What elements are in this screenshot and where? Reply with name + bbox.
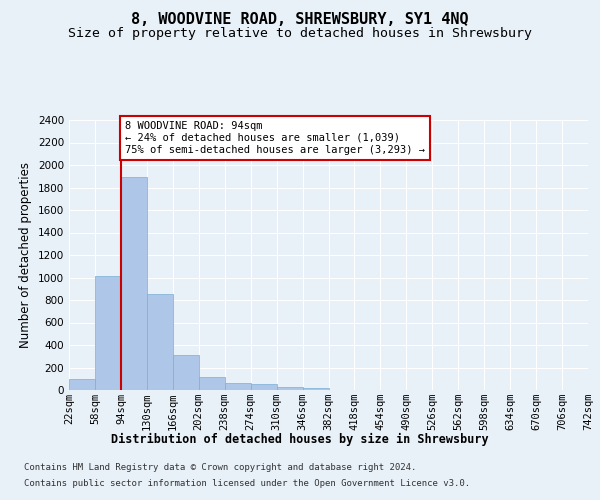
Text: Contains HM Land Registry data © Crown copyright and database right 2024.: Contains HM Land Registry data © Crown c… [24, 462, 416, 471]
Text: Contains public sector information licensed under the Open Government Licence v3: Contains public sector information licen… [24, 479, 470, 488]
Text: Size of property relative to detached houses in Shrewsbury: Size of property relative to detached ho… [68, 28, 532, 40]
Bar [277, 386, 302, 390]
Bar [173, 354, 199, 390]
Bar [121, 178, 147, 390]
Text: 8, WOODVINE ROAD, SHREWSBURY, SY1 4NQ: 8, WOODVINE ROAD, SHREWSBURY, SY1 4NQ [131, 12, 469, 28]
Bar [199, 376, 224, 390]
Y-axis label: Number of detached properties: Number of detached properties [19, 162, 32, 348]
Bar [302, 388, 329, 390]
Bar [95, 276, 121, 390]
Text: 8 WOODVINE ROAD: 94sqm
← 24% of detached houses are smaller (1,039)
75% of semi-: 8 WOODVINE ROAD: 94sqm ← 24% of detached… [125, 122, 425, 154]
Bar [251, 384, 277, 390]
Text: Distribution of detached houses by size in Shrewsbury: Distribution of detached houses by size … [111, 432, 489, 446]
Bar [225, 383, 251, 390]
Bar [69, 380, 95, 390]
Bar [147, 294, 173, 390]
